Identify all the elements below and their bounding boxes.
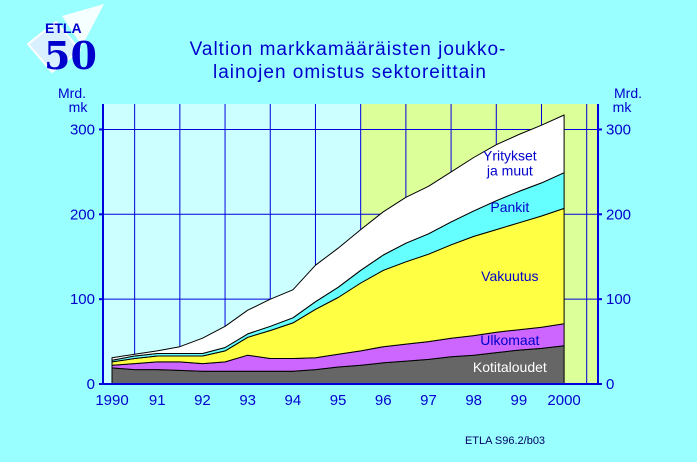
logo-white-flag	[62, 4, 104, 46]
y-tick-label-left-2: 200	[70, 206, 95, 223]
logo-tilted-square	[26, 20, 82, 74]
x-tick-label-10: 2000	[547, 392, 580, 409]
logo-etla-text: ETLA	[45, 20, 82, 36]
stacked-areas	[111, 114, 565, 385]
x-tick-label-6: 96	[375, 392, 392, 409]
x-tick-label-7: 97	[420, 392, 437, 409]
y-axis-label-right-line-1: Mrd.	[614, 85, 642, 101]
x-tick-label-3: 93	[239, 392, 256, 409]
y-tick-label-right-1: 100	[606, 291, 631, 308]
y-tick-label-right-3: 300	[606, 121, 631, 138]
y-axis-label-left-line-1: Mrd.	[58, 85, 86, 101]
series-label-4-line-0: Yritykset	[483, 147, 537, 163]
y-tick-label-right-0: 0	[606, 376, 614, 393]
etla-logo: ETLA 50	[26, 4, 104, 78]
series-label-0-line-0: Kotitaloudet	[473, 359, 547, 375]
y-tick-label-right-2: 200	[606, 206, 631, 223]
tick-labels: 0 0 100 100 200 200 300 300 1990 91 92 93 94 95 96 97 98…	[70, 121, 631, 409]
y-tick-label-left-3: 300	[70, 121, 95, 138]
logo-50-text: 50	[44, 33, 97, 78]
y-tick-label-left-1: 100	[70, 291, 95, 308]
x-tick-label-0: 1990	[95, 392, 128, 409]
chart-title-line-2: lainojen omistus sektoreittain	[213, 62, 487, 83]
series-label-2-line-0: Vakuutus	[481, 268, 538, 284]
series-area-4	[111, 114, 565, 361]
series-label-3-line-0: Pankit	[490, 199, 529, 215]
x-tick-label-1: 91	[149, 392, 166, 409]
y-tick-label-left-0: 0	[87, 376, 95, 393]
axes	[99, 104, 602, 385]
series-label-1-line-0: Ulkomaat	[480, 332, 539, 348]
x-tick-label-5: 95	[330, 392, 347, 409]
x-tick-label-4: 94	[285, 392, 302, 409]
y-axis-label-right-line-2: mk	[613, 99, 633, 115]
x-tick-label-9: 99	[511, 392, 528, 409]
y-axis-label-left-line-2: mk	[69, 99, 89, 115]
series-label-4-line-1: ja muut	[486, 162, 533, 178]
source-note: ETLA S96.2/b03	[465, 435, 545, 447]
chart-title-line-1: Valtion markkamääräisten joukko-	[190, 39, 507, 60]
x-tick-label-8: 98	[465, 392, 482, 409]
x-tick-label-2: 92	[194, 392, 211, 409]
